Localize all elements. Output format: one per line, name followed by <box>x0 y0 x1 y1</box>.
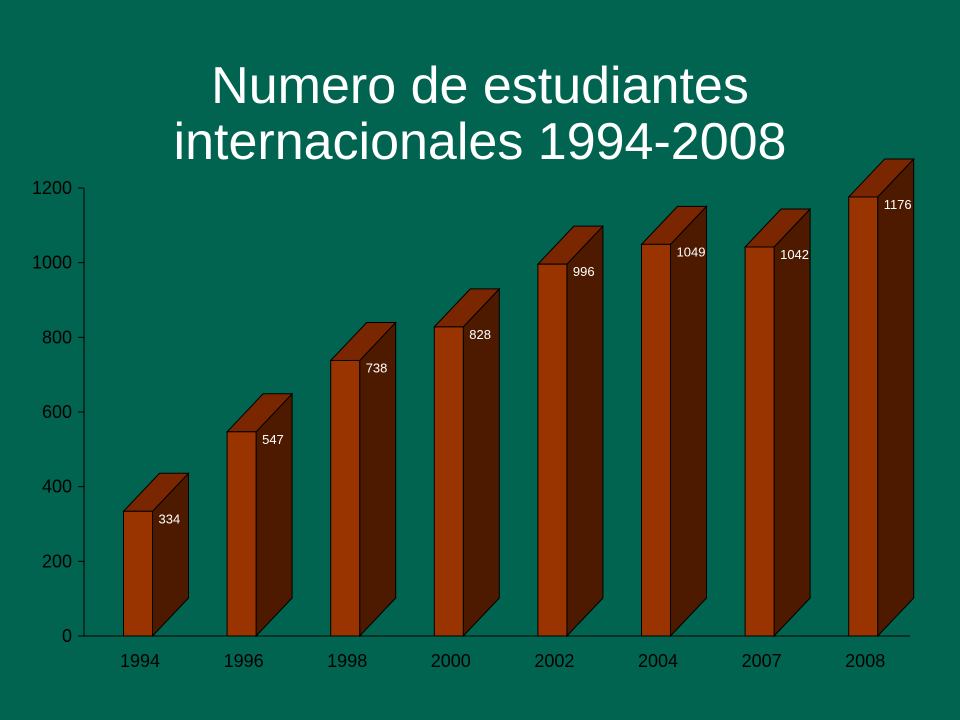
bar <box>743 207 812 638</box>
bar-side-face <box>255 392 293 638</box>
chart-axes: 0 200 400 600 800 1000 1200 <box>32 178 910 646</box>
bar-side-face <box>670 205 707 638</box>
x-tick-label: 2008 <box>845 651 885 671</box>
bar-data-label: 1176 <box>884 197 912 212</box>
y-tick-label: 0 <box>62 626 72 646</box>
bar <box>122 472 190 638</box>
chart-title-line-1: Numero de estudiantes <box>211 57 749 115</box>
bar <box>640 205 708 638</box>
y-tick-label: 1000 <box>32 253 72 273</box>
x-tick-label: 2000 <box>431 651 471 671</box>
bar-front-face <box>641 243 671 637</box>
bar-data-label: 1042 <box>780 247 809 262</box>
bar-front-face <box>537 263 568 637</box>
bar-side-face <box>877 157 915 638</box>
x-tick-label: 1996 <box>224 651 264 671</box>
bar-data-label: 738 <box>366 360 388 375</box>
x-tick-label: 2002 <box>534 651 574 671</box>
x-tick-label: 1998 <box>327 651 367 671</box>
chart-labels: 334 1994 547 1996 738 1998 828 2000 996 2002 1049 2… <box>120 197 912 671</box>
bar-side-face <box>773 207 811 638</box>
bar-front-face <box>433 326 464 637</box>
chart-title: Numero de estudiantes internacionales 19… <box>0 58 960 170</box>
bar <box>536 224 605 638</box>
x-tick-label: 2007 <box>742 651 782 671</box>
x-tick-label: 2004 <box>638 651 678 671</box>
bar <box>225 392 294 638</box>
bar-data-label: 1049 <box>677 244 706 259</box>
bar <box>329 321 397 638</box>
bar-front-face <box>330 359 361 637</box>
bar <box>433 287 501 638</box>
bar-front-face <box>744 246 775 637</box>
bar-data-label: 334 <box>159 511 181 526</box>
chart-title-line-2: internacionales 1994-2008 <box>173 113 787 171</box>
bar-data-label: 547 <box>262 432 284 447</box>
bar <box>847 157 915 638</box>
bar-front-face <box>848 196 879 637</box>
y-tick-label: 800 <box>42 327 72 347</box>
x-tick-label: 1994 <box>120 651 160 671</box>
y-tick-label: 400 <box>42 477 72 497</box>
bar-side-face <box>566 224 604 638</box>
bar-front-face <box>123 510 153 637</box>
chart-bars <box>122 157 915 638</box>
bar-data-label: 996 <box>573 264 595 279</box>
bar-front-face <box>226 431 257 637</box>
y-tick-label: 200 <box>42 551 72 571</box>
y-tick-label: 1200 <box>32 178 72 198</box>
bar-data-label: 828 <box>469 327 491 342</box>
y-tick-label: 600 <box>42 402 72 422</box>
